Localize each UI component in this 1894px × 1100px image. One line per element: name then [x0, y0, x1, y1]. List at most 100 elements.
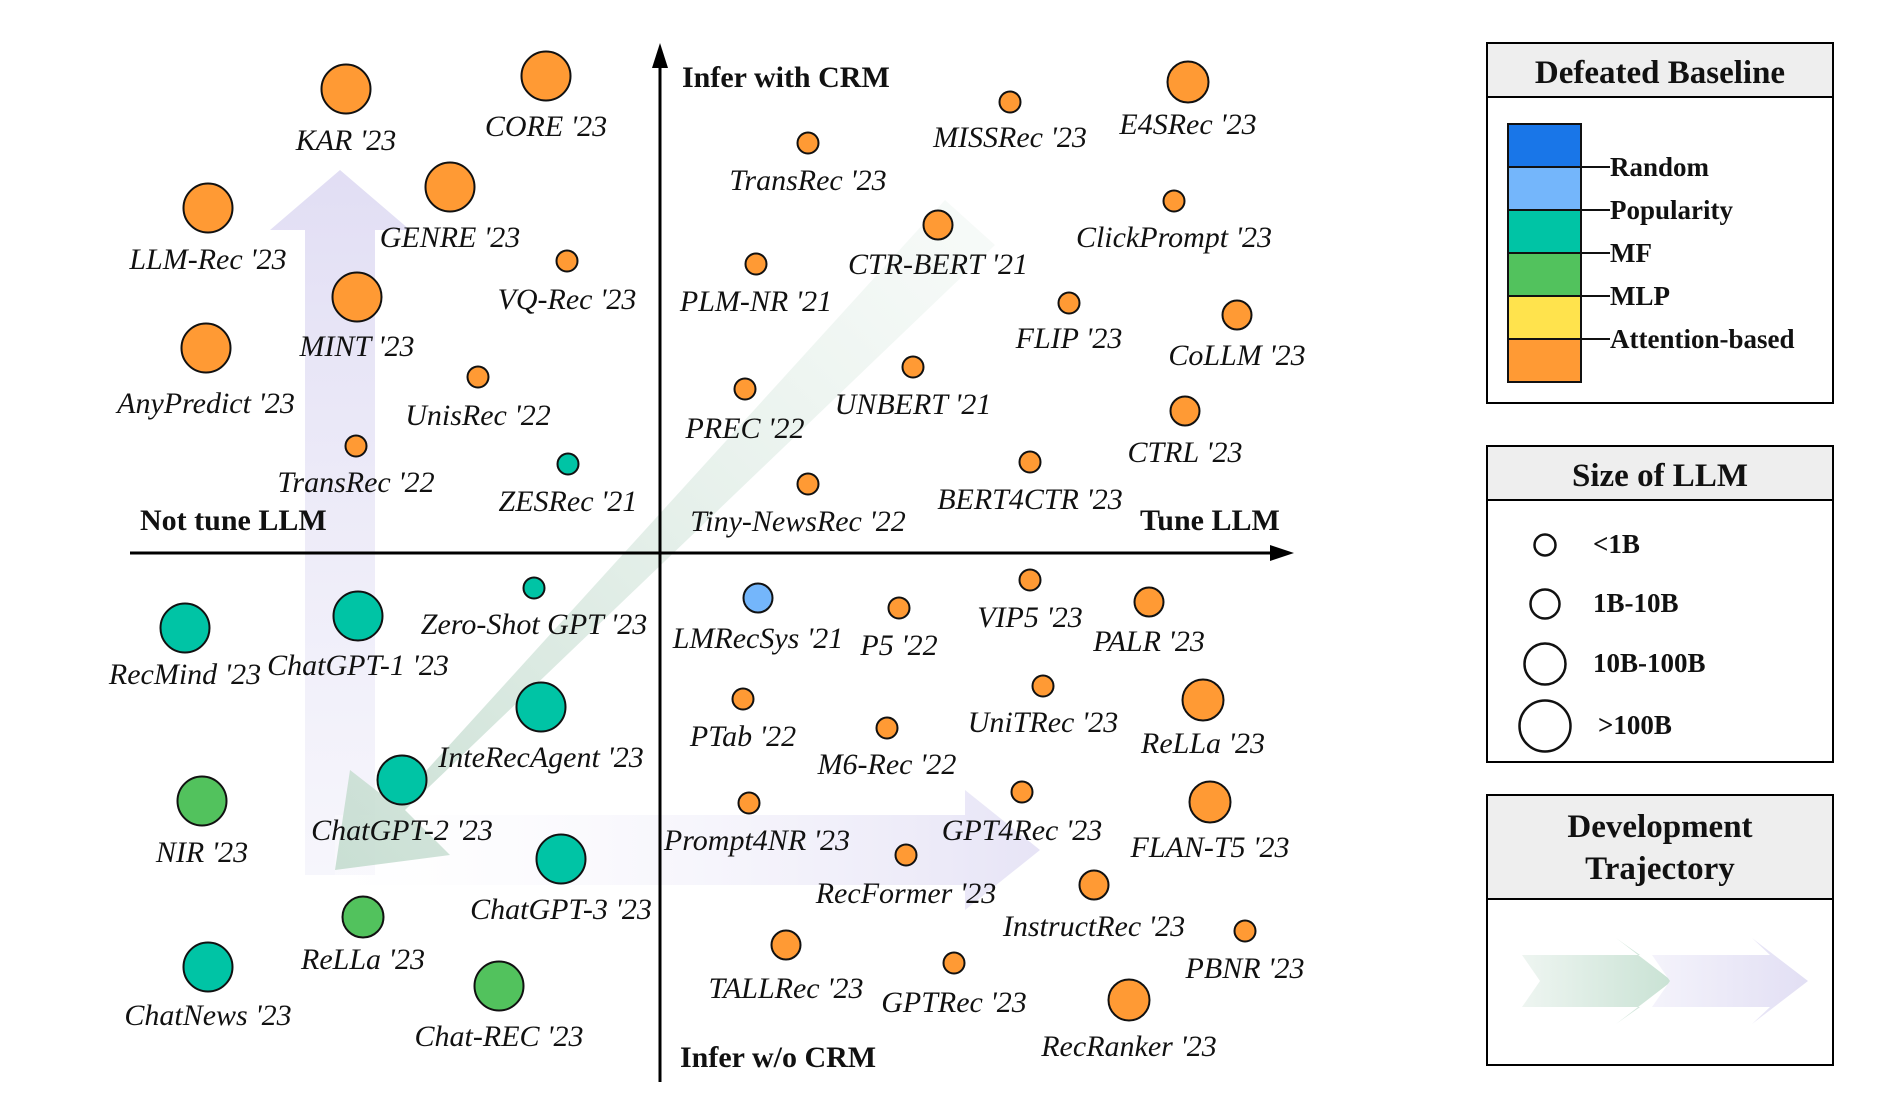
model-bubble — [344, 434, 368, 458]
model-node-plm-nr-21: PLM-NR '21 — [679, 252, 832, 318]
model-node-rella-23: ReLLa '23 — [300, 895, 425, 976]
model-node-ctrl-23: CTRL '23 — [1127, 395, 1243, 469]
legend-baseline-title: Defeated Baseline — [1535, 55, 1785, 91]
model-label: RecFormer '23 — [815, 877, 997, 910]
model-label: KAR '23 — [295, 124, 397, 157]
model-node-kar-23: KAR '23 — [295, 63, 397, 157]
model-bubble — [731, 687, 755, 711]
model-bubble — [473, 960, 525, 1012]
model-bubble — [341, 895, 385, 939]
model-bubble — [331, 271, 383, 323]
model-bubble — [1031, 674, 1055, 698]
legend-size: Size of LLM <1B 1B-10B 10B-100B >100B — [1486, 445, 1834, 763]
axis-label-bottom: Infer w/o CRM — [680, 1041, 876, 1074]
model-node-m6-rec-22: M6-Rec '22 — [817, 716, 957, 781]
legend-size-title: Size of LLM — [1572, 458, 1748, 494]
legend-size-label: 1B-10B — [1593, 588, 1679, 618]
model-node-gptrec-23: GPTRec '23 — [881, 951, 1027, 1019]
model-node-recformer-23: RecFormer '23 — [815, 843, 997, 910]
model-label: PREC '22 — [685, 412, 805, 445]
model-bubble — [1181, 678, 1225, 722]
legend-swatch — [1507, 209, 1582, 254]
model-bubble — [520, 50, 572, 102]
model-node-chatgpt-3-23: ChatGPT-3 '23 — [470, 833, 652, 926]
model-bubble — [737, 791, 761, 815]
model-bubble — [424, 161, 476, 213]
model-bubble — [998, 90, 1022, 114]
model-bubble — [182, 182, 234, 234]
model-bubbles: KAR '23 CORE '23 LLM-Rec '23 GENRE '23 VQ-Re… — [108, 50, 1306, 1063]
model-label: TALLRec '23 — [708, 972, 863, 1005]
model-label: FLIP '23 — [1015, 322, 1123, 355]
model-node-core-23: CORE '23 — [485, 50, 607, 143]
legend-trajectory-green-arrow — [1522, 938, 1672, 1024]
model-node-instructrec-23: InstructRec '23 — [1002, 869, 1185, 943]
legend-baseline-header — [1486, 42, 1834, 98]
model-bubble — [182, 941, 234, 993]
model-label: ZESRec '21 — [499, 485, 638, 518]
model-label: CoLLM '23 — [1168, 339, 1305, 372]
trajectory-arrow-diagonal — [335, 200, 995, 870]
model-node-rella-23: ReLLa '23 — [1140, 678, 1265, 760]
model-label: Tiny-NewsRec '22 — [690, 505, 906, 538]
model-bubble — [1057, 291, 1081, 315]
model-bubble — [522, 576, 546, 600]
trajectory-arrow-right — [335, 790, 1040, 910]
model-label: GPTRec '23 — [881, 986, 1027, 1019]
model-node-bert4ctr-23: BERT4CTR '23 — [937, 450, 1123, 516]
model-bubble — [1133, 586, 1165, 618]
model-bubble — [1107, 978, 1151, 1022]
model-bubble — [555, 249, 579, 273]
model-node-interecagent-23: InteRecAgent '23 — [437, 681, 644, 774]
model-label: GENRE '23 — [380, 221, 521, 254]
model-label: E4SRec '23 — [1118, 108, 1256, 141]
model-bubble — [744, 252, 768, 276]
model-label: CTRL '23 — [1127, 436, 1242, 469]
model-bubble — [922, 209, 954, 241]
legend-swatch — [1507, 338, 1582, 383]
model-bubble — [875, 716, 899, 740]
model-node-llm-rec-23: LLM-Rec '23 — [128, 182, 287, 276]
model-label: RecRanker '23 — [1040, 1030, 1217, 1063]
model-label: BERT4CTR '23 — [937, 483, 1123, 516]
model-node-missrec-23: MISSRec '23 — [932, 90, 1087, 154]
model-bubble — [556, 452, 580, 476]
model-node-collm-23: CoLLM '23 — [1168, 299, 1306, 372]
model-node-transrec-23: TransRec '23 — [729, 131, 887, 197]
model-node-zero-shot-gpt-23: Zero-Shot GPT '23 — [421, 576, 647, 641]
legend-trajectory-purple-arrow — [1652, 938, 1808, 1024]
legend-baseline-label: Attention-based — [1610, 324, 1795, 354]
model-bubble — [1166, 60, 1210, 104]
model-node-unitrec-23: UniTRec '23 — [968, 674, 1119, 739]
model-node-prompt4nr-23: Prompt4NR '23 — [663, 791, 850, 857]
model-label: UniTRec '23 — [968, 706, 1119, 739]
model-node-chat-rec-23: Chat-REC '23 — [415, 960, 583, 1053]
model-bubble — [733, 377, 757, 401]
legend-swatch — [1507, 166, 1582, 211]
model-node-vq-rec-23: VQ-Rec '23 — [498, 249, 637, 316]
model-node-clickprompt-23: ClickPrompt '23 — [1076, 189, 1272, 254]
model-node-ctr-bert-21: CTR-BERT '21 — [848, 209, 1028, 281]
model-bubble — [901, 355, 925, 379]
model-label: CTR-BERT '21 — [848, 248, 1028, 281]
model-node-p5-22: P5 '22 — [859, 596, 938, 662]
model-node-vip5-23: VIP5 '23 — [977, 568, 1083, 634]
model-bubble — [1169, 395, 1201, 427]
model-node-chatgpt-2-23: ChatGPT-2 '23 — [311, 754, 493, 847]
model-label: MISSRec '23 — [932, 121, 1087, 154]
model-label: VQ-Rec '23 — [498, 283, 637, 316]
model-label: ChatGPT-3 '23 — [470, 893, 652, 926]
model-label: PLM-NR '21 — [679, 285, 832, 318]
legend-size-label: <1B — [1593, 529, 1640, 559]
legend-size-circle — [1518, 699, 1572, 753]
model-node-gpt4rec-23: GPT4Rec '23 — [942, 780, 1102, 847]
model-node-lmrecsys-21: LMRecSys '21 — [672, 582, 843, 655]
legend-size-circle — [1523, 642, 1567, 686]
model-node-recmind-23: RecMind '23 — [108, 602, 261, 691]
model-label: M6-Rec '22 — [817, 748, 957, 781]
model-node-mint-23: MINT '23 — [298, 271, 415, 363]
model-label: InteRecAgent '23 — [437, 741, 644, 774]
model-label: PBNR '23 — [1185, 952, 1305, 985]
model-bubble — [1018, 568, 1042, 592]
